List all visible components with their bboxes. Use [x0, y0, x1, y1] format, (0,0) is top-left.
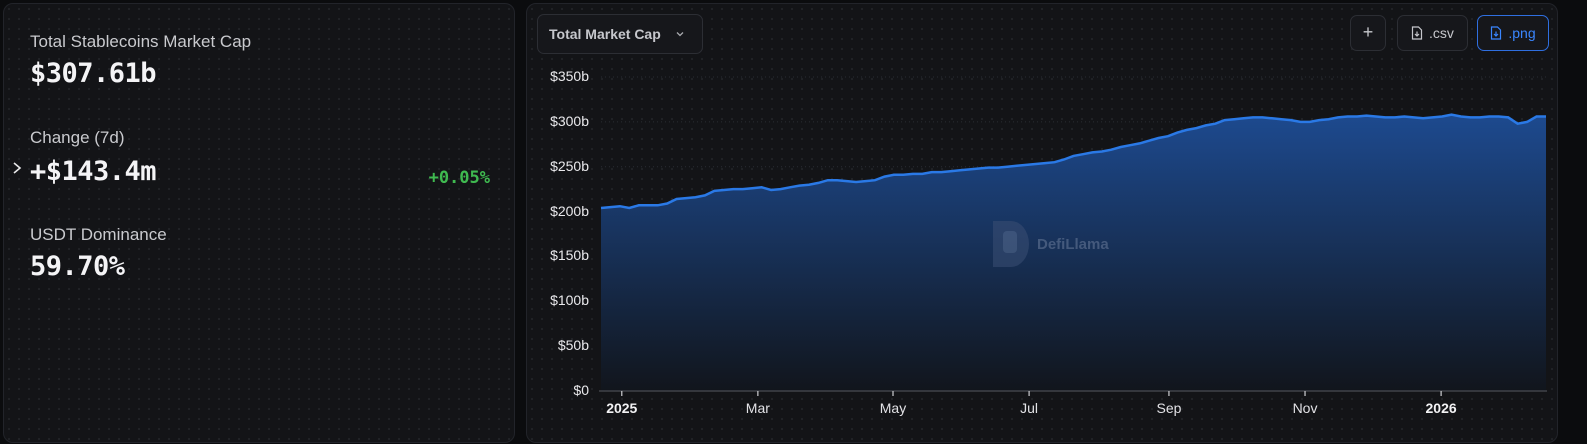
download-png-button[interactable]: .png — [1477, 15, 1549, 51]
x-axis-ticks — [621, 391, 1442, 396]
metric-dropdown-label: Total Market Cap — [549, 26, 661, 42]
x-tick-label: Mar — [745, 400, 770, 416]
plus-icon: + — [1362, 21, 1374, 42]
metric-dropdown[interactable]: Total Market Cap — [537, 14, 703, 54]
file-download-icon — [1491, 26, 1502, 40]
defillama-watermark: DefiLlama — [991, 219, 1109, 269]
y-tick-label: $50b — [557, 337, 589, 354]
stats-panel: Total Stablecoins Market Cap $307.61b Ch… — [3, 3, 515, 443]
y-tick-label: $0 — [573, 382, 589, 398]
y-tick-label: $300b — [550, 112, 589, 129]
market-cap-area-chart[interactable] — [527, 4, 1559, 444]
y-tick-label: $250b — [550, 157, 589, 174]
x-tick-label: 2025 — [606, 400, 638, 416]
y-tick-label: $150b — [550, 247, 589, 264]
y-tick-label: $100b — [550, 292, 589, 309]
dominance-label: USDT Dominance — [30, 225, 167, 244]
chart-panel: Total Market Cap + .csv .png $0 $50b $100b… — [526, 3, 1558, 443]
chart-area — [601, 114, 1546, 391]
llama-logo-icon — [993, 221, 1029, 267]
x-tick-label: Sep — [1156, 400, 1182, 416]
watermark-text: DefiLlama — [1037, 235, 1109, 253]
chevron-down-icon — [676, 32, 684, 37]
download-png-label: .png — [1508, 25, 1536, 41]
y-axis: $0 $50b $100b $150b $200b $250b $300b $350b — [527, 4, 589, 444]
add-button[interactable]: + — [1350, 15, 1386, 51]
x-tick-label: Nov — [1292, 400, 1318, 416]
download-csv-button[interactable]: .csv — [1397, 15, 1468, 51]
download-csv-label: .csv — [1429, 25, 1454, 41]
y-tick-label: $200b — [550, 202, 589, 219]
file-download-icon — [1411, 26, 1423, 40]
change-percent-badge: +0.05% — [428, 168, 490, 188]
dominance-value: 59.70% — [30, 251, 125, 282]
change-label: Change (7d) — [30, 128, 125, 147]
market-cap-label: Total Stablecoins Market Cap — [30, 32, 252, 51]
chevron-right-icon[interactable] — [10, 161, 24, 175]
x-tick-label: Jul — [1020, 400, 1039, 416]
x-tick-label: 2026 — [1425, 400, 1457, 416]
market-cap-value: $307.61b — [30, 58, 157, 89]
change-value: +$143.4m — [30, 156, 157, 187]
x-tick-label: May — [879, 400, 907, 416]
y-tick-label: $350b — [550, 68, 589, 84]
chart-line — [600, 113, 1546, 210]
